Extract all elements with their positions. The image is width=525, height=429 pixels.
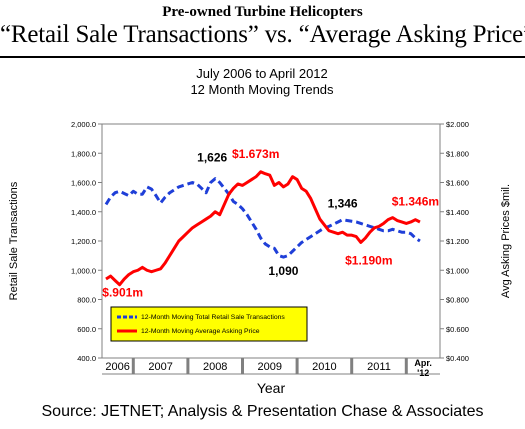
y2-tick-label: $1.000 xyxy=(446,266,469,275)
y2-tick-label: $1.400 xyxy=(446,208,469,217)
x-axis-label: Year xyxy=(257,380,286,396)
y-tick-label: 800.0 xyxy=(77,296,96,305)
x-tick-label: Apr. '12 xyxy=(414,358,432,378)
data-label: 1,626 xyxy=(197,151,227,165)
y2-tick-label: $1.800 xyxy=(446,149,469,158)
data-label: 1,346 xyxy=(328,197,358,211)
annotations: 1,626 1,090 1,346 $.901m $1.673m $1.190m $1.34… xyxy=(102,147,439,300)
y-axis-right: $0.400 $0.600 $0.800 $1.000 $1.200 $1.400 $1.6… xyxy=(440,120,469,363)
legend-label-asking-price: 12-Month Moving Average Asking Price xyxy=(141,328,260,335)
y-tick-label: 1,200.0 xyxy=(71,237,96,246)
y-tick-label: 1,800.0 xyxy=(71,149,96,158)
x-tick-label: 2006 xyxy=(105,361,129,373)
x-tick-label: 2010 xyxy=(312,361,336,373)
legend-label-transactions: 12-Month Moving Total Retail Sale Transa… xyxy=(141,314,285,321)
chart: July 2006 to April 2012 12 Month Moving … xyxy=(8,66,512,396)
y-tick-label: 2,000.0 xyxy=(71,120,96,129)
x-tick-label: 2009 xyxy=(258,361,282,373)
y-tick-label: 1,000.0 xyxy=(71,266,96,275)
header-divider xyxy=(0,56,525,58)
header-subtitle: “Retail Sale Transactions” vs. “Average … xyxy=(0,21,525,48)
y-tick-label: 600.0 xyxy=(77,325,96,334)
y2-tick-label: $0.800 xyxy=(446,296,469,305)
series-layer xyxy=(104,170,421,287)
y-axis-label: Retail Sale Transactions xyxy=(8,181,20,300)
y-axis-left: 400.0 600.0 800.0 1,000.0 1,200.0 1,400.0 1,60… xyxy=(71,120,102,363)
legend: 12-Month Moving Total Retail Sale Transa… xyxy=(110,306,308,342)
series-line-transactions xyxy=(104,177,421,259)
header-title: Pre-owned Turbine Helicopters xyxy=(162,4,363,20)
y2-tick-label: $1.200 xyxy=(446,237,469,246)
y2-tick-label: $0.600 xyxy=(446,325,469,334)
y2-tick-label: $1.600 xyxy=(446,179,469,188)
y2-tick-label: $0.400 xyxy=(446,354,469,363)
legend-box xyxy=(110,306,308,342)
series-line-asking-price xyxy=(105,170,421,287)
x-tick-label: 2011 xyxy=(367,361,391,373)
y-tick-label: 1,600.0 xyxy=(71,179,96,188)
y-tick-label: 400.0 xyxy=(77,354,96,363)
x-tick-label: 2007 xyxy=(148,361,172,373)
y2-tick-label: $2.000 xyxy=(446,120,469,129)
source-note: Source: JETNET; Analysis & Presentation … xyxy=(41,403,484,420)
y2-axis-label: Avg Asking Prices $mil. xyxy=(500,184,512,298)
x-axis: 2006 2007 2008 2009 2010 2011 Apr. '12 xyxy=(102,358,440,378)
data-label: $1.190m xyxy=(345,253,392,267)
data-label: $.901m xyxy=(102,286,143,300)
chart-title: July 2006 to April 2012 xyxy=(196,66,328,81)
chart-subtitle: 12 Month Moving Trends xyxy=(190,82,334,97)
x-tick-label: 2008 xyxy=(203,361,227,373)
data-label: $1.346m xyxy=(392,195,439,209)
data-label: 1,090 xyxy=(268,264,298,278)
data-label: $1.673m xyxy=(232,147,279,161)
y-tick-label: 1,400.0 xyxy=(71,208,96,217)
